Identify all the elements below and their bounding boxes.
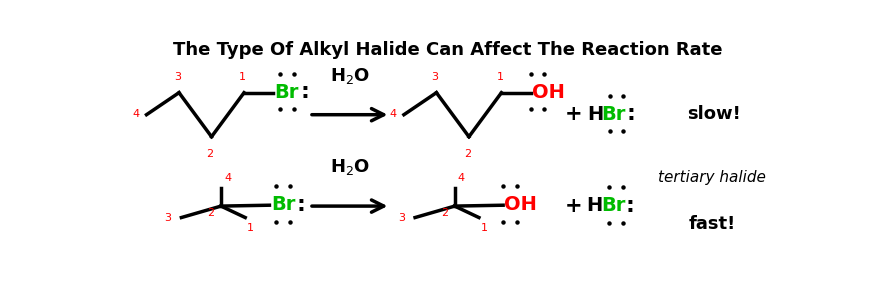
Text: 3: 3 (398, 212, 405, 223)
Text: 1: 1 (481, 223, 488, 233)
Text: 2: 2 (464, 149, 471, 159)
Text: slow!: slow! (687, 105, 741, 123)
Text: H: H (586, 196, 602, 215)
Text: +: + (565, 104, 582, 124)
Text: The Type Of Alkyl Halide Can Affect The Reaction Rate: The Type Of Alkyl Halide Can Affect The … (173, 41, 723, 59)
Text: Br: Br (601, 196, 626, 215)
Text: 4: 4 (458, 173, 465, 183)
Text: :: : (296, 194, 305, 214)
Text: 4: 4 (225, 173, 232, 183)
Text: 2: 2 (206, 149, 214, 159)
Text: +: + (565, 196, 582, 216)
Text: Br: Br (601, 105, 626, 124)
Text: Br: Br (274, 83, 299, 102)
Text: H: H (586, 105, 603, 124)
Text: 1: 1 (247, 223, 254, 233)
Text: fast!: fast! (689, 215, 736, 233)
Text: 3: 3 (174, 72, 181, 82)
Text: H$_2$O: H$_2$O (329, 66, 370, 86)
Text: OH: OH (504, 195, 538, 214)
Text: :: : (626, 104, 635, 124)
Text: 2: 2 (207, 208, 214, 218)
Text: 1: 1 (239, 72, 246, 82)
Text: :: : (301, 82, 309, 102)
Text: 1: 1 (496, 72, 503, 82)
Text: 2: 2 (440, 208, 448, 218)
Text: 4: 4 (390, 109, 397, 119)
Text: tertiary halide: tertiary halide (658, 170, 766, 185)
Text: 4: 4 (132, 109, 139, 119)
Text: :: : (626, 196, 635, 216)
Text: Br: Br (271, 195, 295, 214)
Text: 3: 3 (432, 72, 439, 82)
Text: 3: 3 (164, 212, 171, 223)
Text: OH: OH (532, 83, 565, 102)
Text: H$_2$O: H$_2$O (329, 158, 370, 177)
